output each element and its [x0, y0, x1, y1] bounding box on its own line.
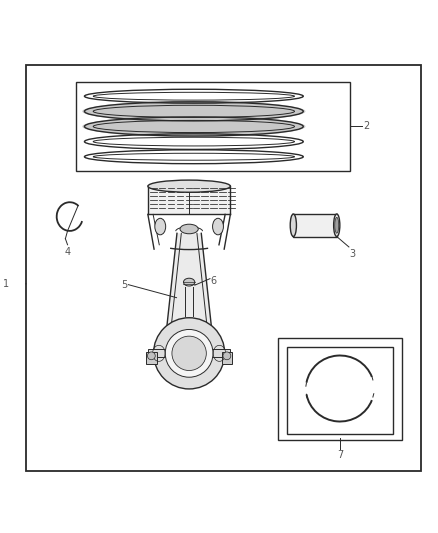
Bar: [222, 352, 232, 364]
Ellipse shape: [212, 219, 223, 235]
Text: 6: 6: [211, 276, 217, 286]
Ellipse shape: [180, 224, 198, 234]
Ellipse shape: [335, 217, 339, 233]
Text: 3: 3: [350, 249, 356, 259]
Text: 1: 1: [3, 279, 9, 289]
Ellipse shape: [82, 116, 305, 137]
Text: 2: 2: [363, 122, 369, 132]
Ellipse shape: [184, 278, 195, 286]
Ellipse shape: [155, 219, 166, 235]
Bar: [76, 82, 350, 171]
Circle shape: [172, 336, 206, 370]
Ellipse shape: [334, 214, 340, 237]
Bar: [293, 214, 337, 237]
Bar: [146, 352, 156, 364]
Text: 5: 5: [121, 280, 127, 289]
Polygon shape: [164, 233, 214, 353]
Ellipse shape: [290, 214, 297, 237]
Circle shape: [148, 352, 155, 360]
Bar: [148, 186, 230, 214]
Circle shape: [165, 329, 213, 377]
Bar: [148, 350, 230, 357]
Text: 4: 4: [64, 247, 71, 257]
Ellipse shape: [148, 180, 230, 192]
Circle shape: [154, 318, 225, 389]
Circle shape: [223, 352, 231, 360]
Bar: [278, 338, 402, 440]
Ellipse shape: [82, 101, 305, 122]
Bar: [287, 347, 393, 434]
Text: 7: 7: [337, 450, 343, 460]
